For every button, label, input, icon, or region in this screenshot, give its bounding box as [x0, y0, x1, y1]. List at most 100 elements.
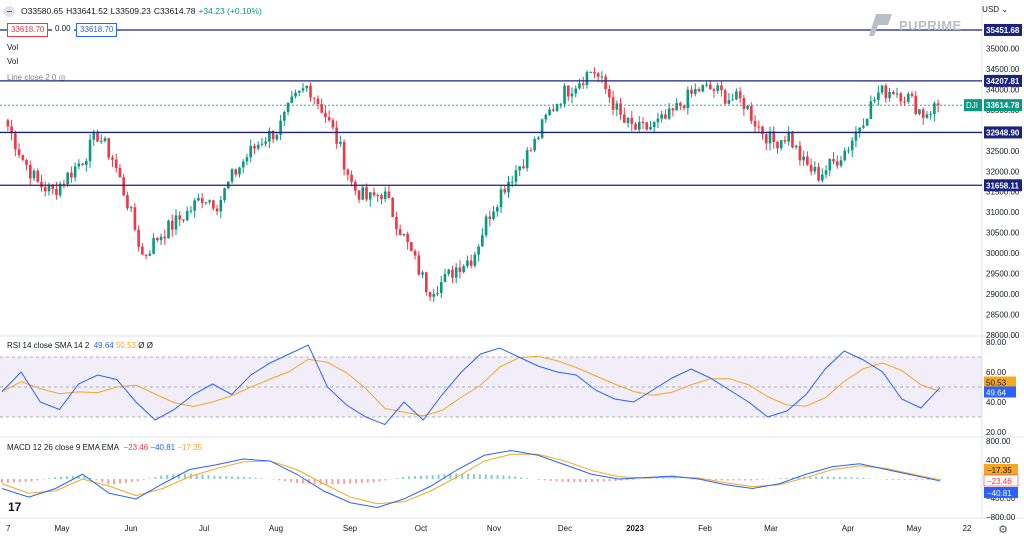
- price-axis-background: [982, 0, 1024, 539]
- candle: [488, 210, 492, 227]
- candle-body: [701, 85, 705, 92]
- candle: [652, 121, 656, 134]
- candle: [921, 107, 925, 125]
- candle: [350, 170, 353, 187]
- candle-body: [548, 109, 551, 115]
- candle-body: [417, 255, 421, 275]
- candle: [623, 107, 626, 123]
- macd-axis-tag: [984, 464, 1018, 475]
- candle: [312, 97, 316, 105]
- candle-body: [51, 184, 55, 189]
- candle-body: [563, 85, 566, 104]
- time-axis-label: Mar: [764, 524, 778, 533]
- candle: [645, 121, 649, 131]
- candle-body: [623, 114, 626, 123]
- candle-body: [593, 71, 596, 74]
- candle: [884, 83, 888, 103]
- macd-title: MACD 12 26 close 9 EMA EMA: [7, 443, 120, 452]
- candle-body: [712, 89, 716, 91]
- candle: [574, 85, 578, 98]
- candle: [368, 192, 372, 207]
- candle-body: [88, 139, 92, 162]
- candle-body: [783, 140, 787, 142]
- candle: [750, 102, 753, 124]
- candle: [563, 83, 566, 108]
- candle: [189, 205, 193, 214]
- candle-body: [129, 207, 133, 209]
- volume-legend-2[interactable]: Vol: [7, 57, 19, 66]
- candle: [439, 275, 443, 298]
- candle: [148, 250, 152, 256]
- candle-body: [537, 137, 540, 140]
- chevron-down-icon: ⌄: [1001, 5, 1008, 14]
- candle: [895, 87, 899, 98]
- candle: [581, 76, 585, 89]
- candle-body: [779, 140, 783, 149]
- candle-body: [671, 108, 675, 111]
- tradingview-logo[interactable]: 17: [8, 500, 22, 514]
- menu-icon[interactable]: [4, 5, 15, 17]
- rsi-tick-label: 20.00: [986, 428, 1007, 437]
- candle: [406, 231, 409, 250]
- rsi-title: RSI 14 close SMA 14 2: [7, 341, 90, 350]
- currency-label: USD: [982, 5, 1000, 14]
- candle: [708, 80, 712, 90]
- candle-body: [723, 90, 727, 104]
- candle-body: [144, 254, 148, 256]
- candle-body: [361, 187, 365, 200]
- candle: [417, 250, 421, 276]
- candle: [664, 109, 667, 120]
- macd-signal-line: [1, 453, 941, 505]
- currency-selector[interactable]: USD ⌄: [982, 5, 1008, 14]
- level-price-tag: [984, 126, 1022, 139]
- candle-body: [630, 117, 634, 124]
- macd-legend[interactable]: MACD 12 26 close 9 EMA EMA −23.46 −40.81…: [7, 443, 202, 452]
- candle-body: [223, 188, 226, 200]
- candle: [152, 233, 155, 255]
- candle-body: [492, 211, 495, 220]
- macd-tick-label: −400.00: [986, 494, 1016, 503]
- volume-legend-1[interactable]: Vol: [7, 43, 19, 52]
- candle-body: [596, 73, 600, 77]
- sell-price-button[interactable]: 33618.70: [7, 23, 49, 37]
- candle: [495, 204, 499, 217]
- candle: [570, 87, 574, 104]
- eye-icon[interactable]: ◎: [58, 73, 66, 82]
- rsi-sma-line: [1, 355, 941, 417]
- candle: [641, 117, 645, 130]
- candle-body: [828, 159, 832, 171]
- candle: [170, 214, 174, 237]
- candle: [850, 137, 854, 158]
- candle: [339, 135, 342, 147]
- candle: [727, 92, 731, 105]
- candle-body: [809, 164, 813, 172]
- macd-tick-label: 400.00: [986, 456, 1011, 465]
- candle: [40, 175, 43, 192]
- candle: [309, 82, 312, 102]
- candle: [764, 132, 768, 151]
- candle-body: [652, 122, 656, 127]
- rsi-legend[interactable]: RSI 14 close SMA 14 2 49.64 50.53 Ø Ø: [7, 341, 153, 350]
- buy-price-button[interactable]: 33618.70: [76, 23, 118, 37]
- macd-axis-tag: [983, 474, 1019, 487]
- candle: [354, 179, 357, 196]
- candle: [372, 187, 376, 197]
- rsi-tick-label: 80.00: [986, 338, 1007, 347]
- level-price-tag: [984, 23, 1022, 36]
- rsi-sma-value: 50.53: [115, 341, 137, 350]
- candle: [507, 175, 510, 198]
- candle-body: [376, 195, 380, 197]
- candle-body: [264, 141, 267, 144]
- rsi-sma-axis-label: 50.53: [986, 379, 1007, 388]
- symbol-tag: [964, 99, 982, 112]
- price-tick-label: 32500.00: [986, 147, 1020, 156]
- gear-icon[interactable]: ⚙: [998, 524, 1008, 536]
- candle-body: [469, 260, 473, 266]
- line-indicator-legend[interactable]: Line close 2 0 ◎: [7, 73, 66, 82]
- candle: [690, 85, 693, 98]
- candle: [832, 152, 835, 165]
- candle: [6, 118, 10, 132]
- ohlc-close: C33614.78: [153, 6, 196, 16]
